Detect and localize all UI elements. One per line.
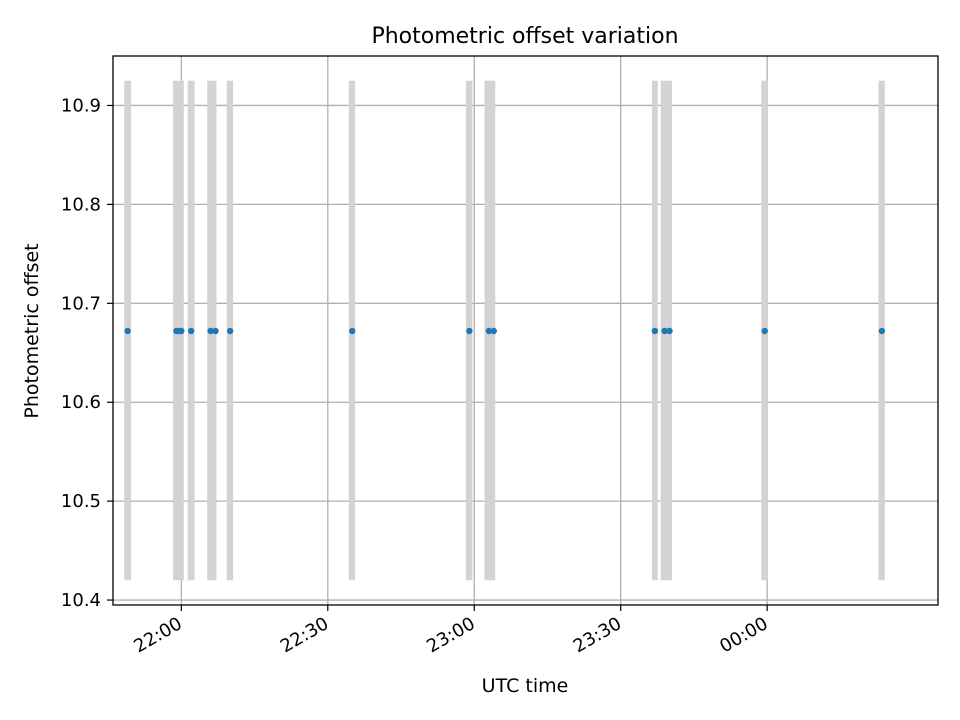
data-point [207, 327, 214, 335]
y-tick-label: 10.8 [61, 194, 101, 215]
data-point [124, 327, 131, 335]
y-axis-ticks: 10.4 10.5 10.6 10.7 10.8 10.9 [61, 95, 113, 611]
data-point [349, 327, 356, 335]
y-axis-label: Photometric offset [21, 243, 43, 418]
data-point [466, 327, 473, 335]
data-point [761, 327, 768, 335]
y-tick-label: 10.4 [61, 590, 101, 611]
plot-frame [112, 55, 939, 606]
data-points [124, 327, 886, 335]
data-point [178, 327, 185, 335]
data-point [661, 327, 668, 335]
data-point [187, 327, 195, 335]
data-point [490, 327, 497, 335]
y-tick-label: 10.7 [61, 293, 101, 314]
data-point [666, 327, 673, 335]
data-point [878, 327, 886, 335]
data-point [212, 327, 219, 335]
data-point [226, 327, 234, 335]
y-tick-label: 10.6 [61, 392, 101, 413]
y-tick-label: 10.5 [61, 491, 101, 512]
y-tick-label: 10.9 [61, 95, 101, 116]
data-point [485, 327, 493, 335]
data-point [651, 327, 659, 335]
chart-title: Photometric offset variation [371, 24, 678, 49]
x-axis-label: UTC time [482, 675, 569, 697]
